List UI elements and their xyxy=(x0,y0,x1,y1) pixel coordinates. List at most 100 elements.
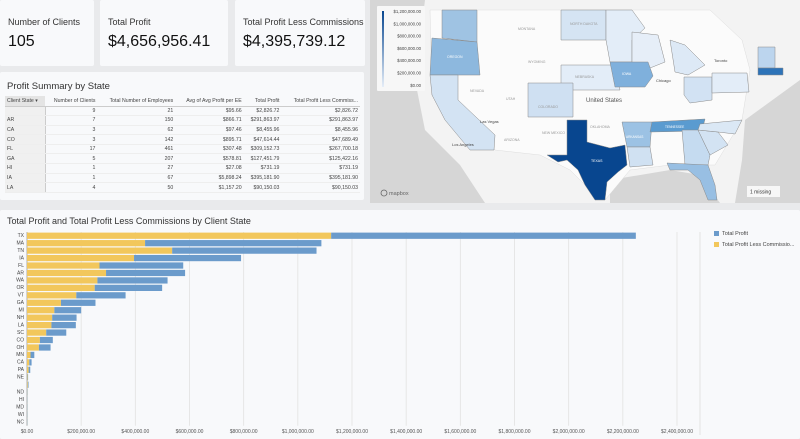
bar-total-profit-less-commissions[interactable] xyxy=(27,314,53,321)
column-header[interactable]: Client State ▾ xyxy=(5,96,46,107)
bar-total-profit-less-commissions[interactable] xyxy=(27,292,77,299)
bar-total-profit[interactable] xyxy=(52,314,77,321)
column-header[interactable]: Total Number of Employees xyxy=(97,96,176,107)
state-wi[interactable] xyxy=(631,31,666,71)
bar-total-profit[interactable] xyxy=(27,381,29,388)
table-cell: HI xyxy=(5,163,46,174)
column-header[interactable]: Total Profit xyxy=(243,96,282,107)
bar-total-profit[interactable] xyxy=(30,351,35,359)
table-row[interactable]: CO 3 142 $895.71 $47,614.44 $47,689.49 xyxy=(5,134,360,145)
bar-total-profit[interactable] xyxy=(60,299,96,306)
column-header[interactable]: Number of Clients xyxy=(45,96,98,107)
y-tick-label: FL xyxy=(18,263,24,269)
table-cell: 62 xyxy=(97,125,176,136)
state-mi[interactable] xyxy=(669,39,706,76)
table-cell: $731.19 xyxy=(281,163,360,174)
bar-total-profit-less-commissions[interactable] xyxy=(27,284,95,291)
state-wa[interactable] xyxy=(441,9,478,43)
state-oh[interactable] xyxy=(683,76,713,104)
state-tx[interactable] xyxy=(546,119,628,201)
bar-total-profit[interactable] xyxy=(46,329,67,336)
bar-total-profit-less-commissions[interactable] xyxy=(27,336,40,344)
bar-total-profit-less-commissions[interactable] xyxy=(27,299,61,306)
table-cell: $2,826.72 xyxy=(243,106,282,117)
table-header-row: Client State ▾ Number of Clients Total Num… xyxy=(5,96,360,107)
table-cell: $267,700.18 xyxy=(281,144,360,155)
column-header[interactable]: Avg of Avg Profit per EE xyxy=(175,96,244,107)
table-row[interactable]: GA 5 207 $578.81 $127,451.79 $125,422.16 xyxy=(5,153,360,165)
missing-badge[interactable] xyxy=(747,186,780,197)
y-tick-label: AR xyxy=(17,270,24,276)
bar-total-profit-less-commissions[interactable] xyxy=(27,247,173,254)
bar-total-profit[interactable] xyxy=(54,307,82,314)
state-ia[interactable] xyxy=(609,61,654,88)
bar-total-profit[interactable] xyxy=(331,232,636,239)
table-row[interactable]: LA 4 50 $1,157.20 $90,150.03 $90,150.03 xyxy=(5,182,360,193)
bar-total-profit[interactable] xyxy=(134,254,242,262)
bar-total-profit[interactable] xyxy=(94,284,163,291)
bar-total-profit[interactable] xyxy=(29,359,32,366)
bar-total-profit-less-commissions[interactable] xyxy=(27,277,98,284)
bar-total-profit[interactable] xyxy=(51,322,76,329)
table-cell: $291,863.97 xyxy=(281,115,360,126)
profit-summary-panel: Profit Summary by State Client State ▾ Nu… xyxy=(0,72,364,200)
legend-item-total-profit-less-commissions[interactable]: Total Profit Less Commissio... xyxy=(714,242,794,249)
bar-total-profit[interactable] xyxy=(76,292,126,299)
bar-total-profit-less-commissions[interactable] xyxy=(27,262,100,269)
state-vt-nh[interactable] xyxy=(757,46,776,69)
table-row[interactable]: CA 3 62 $97.46 $8,455.96 $8,455.96 xyxy=(5,125,360,136)
bar-total-profit[interactable] xyxy=(27,374,29,381)
bar-total-profit-less-commissions[interactable] xyxy=(27,254,135,262)
bar-total-profit-less-commissions[interactable] xyxy=(27,344,39,351)
kpi-label: Total Profit xyxy=(108,17,151,27)
state-label-nd: NORTH DAKOTA xyxy=(570,22,598,26)
state-ga[interactable] xyxy=(681,129,711,166)
table-row[interactable]: 9 21 $95.66 $2,826.72 $2,826.72 xyxy=(5,106,360,117)
legend-item-total-profit[interactable]: Total Profit xyxy=(714,231,748,238)
table-row[interactable]: FL 17 461 $307.48 $309,152.73 $267,700.18 xyxy=(5,144,360,155)
table-row[interactable]: AR 7 150 $866.71 $291,863.97 $291,863.97 xyxy=(5,115,360,126)
bar-chart[interactable]: $0.00 $200,000.00 $400,000.00 $600,000.00 $8… xyxy=(0,210,800,439)
legend-tick-label: $200,000.00 xyxy=(397,71,422,76)
bar-total-profit-less-commissions[interactable] xyxy=(27,381,28,388)
bar-total-profit-less-commissions[interactable] xyxy=(27,232,332,239)
bar-total-profit-less-commissions[interactable] xyxy=(27,366,29,373)
bar-total-profit-less-commissions[interactable] xyxy=(27,322,52,329)
bar-total-profit[interactable] xyxy=(106,269,186,277)
y-tick-label: CO xyxy=(17,337,25,343)
bar-total-profit[interactable] xyxy=(145,240,322,247)
bar-total-profit-less-commissions[interactable] xyxy=(27,359,30,366)
bar-total-profit-less-commissions[interactable] xyxy=(27,307,55,314)
state-la[interactable] xyxy=(626,146,654,168)
bar-total-profit[interactable] xyxy=(99,262,184,269)
bar-total-profit-less-commissions[interactable] xyxy=(27,240,146,247)
state-nc[interactable] xyxy=(697,119,743,135)
country-label: United States xyxy=(586,98,622,104)
state-ne[interactable] xyxy=(560,64,621,91)
state-label-az: ARIZONA xyxy=(504,138,520,142)
profit-map[interactable]: United States TEXAS IOWA OREGON COLORADO… xyxy=(370,0,800,203)
bar-total-profit-less-commissions[interactable] xyxy=(27,329,47,336)
state-pa[interactable] xyxy=(711,72,750,94)
x-tick-label: $1,800,000.00 xyxy=(499,429,531,435)
bar-total-profit[interactable] xyxy=(28,366,31,373)
state-fl[interactable] xyxy=(666,162,718,201)
bar-total-profit[interactable] xyxy=(172,247,317,254)
state-ma[interactable] xyxy=(757,67,784,76)
bar-total-profit-less-commissions[interactable] xyxy=(27,351,31,359)
column-header[interactable]: Total Profit Less Commiss... xyxy=(281,96,360,107)
table-row[interactable]: IA 1 67 $5,898.24 $395,181.90 $395,181.90 xyxy=(5,173,360,184)
state-ca[interactable] xyxy=(429,74,496,151)
bar-total-profit[interactable] xyxy=(39,336,53,344)
table-row[interactable]: HI 1 27 $27.08 $731.19 $731.19 xyxy=(5,163,360,174)
y-tick-label: OR xyxy=(17,285,25,291)
bar-total-profit[interactable] xyxy=(97,277,168,284)
state-label-tx: TEXAS xyxy=(591,159,603,163)
state-label-tn: TENNESSEE xyxy=(665,125,684,129)
table-cell: $8,455.96 xyxy=(243,125,282,136)
bar-total-profit[interactable] xyxy=(38,344,51,351)
state-or[interactable] xyxy=(429,37,481,76)
bar-total-profit-less-commissions[interactable] xyxy=(27,269,107,277)
bar-total-profit-less-commissions[interactable] xyxy=(27,374,28,381)
state-co[interactable] xyxy=(527,82,574,118)
